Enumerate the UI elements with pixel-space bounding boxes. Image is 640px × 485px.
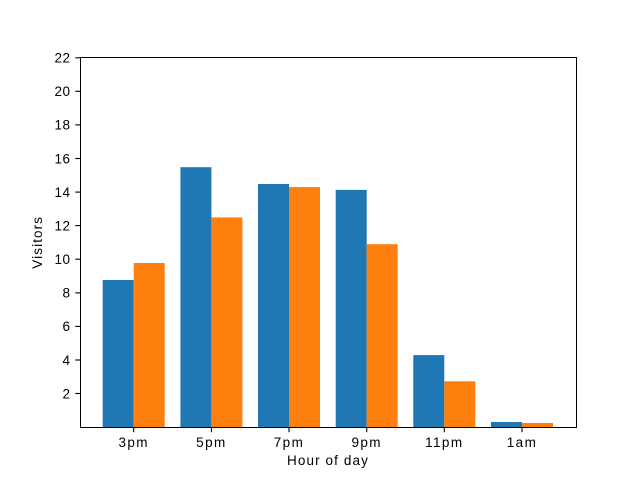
svg-text:6: 6 (62, 319, 70, 334)
svg-text:11pm: 11pm (425, 435, 463, 450)
svg-text:3pm: 3pm (118, 435, 148, 450)
svg-text:Visitors: Visitors (30, 216, 45, 269)
svg-text:20: 20 (54, 84, 70, 99)
svg-text:18: 18 (54, 118, 70, 133)
svg-text:22: 22 (54, 51, 70, 66)
svg-text:5pm: 5pm (196, 435, 226, 450)
svg-text:16: 16 (54, 151, 70, 166)
svg-text:8: 8 (62, 286, 70, 301)
svg-text:Hour of day: Hour of day (287, 453, 369, 468)
svg-text:12: 12 (54, 218, 70, 233)
svg-text:9pm: 9pm (351, 435, 381, 450)
svg-text:7pm: 7pm (274, 435, 304, 450)
svg-text:14: 14 (54, 185, 70, 200)
svg-text:1am: 1am (507, 435, 537, 450)
svg-text:10: 10 (54, 252, 70, 267)
svg-text:2: 2 (62, 386, 70, 401)
svg-text:4: 4 (62, 353, 70, 368)
